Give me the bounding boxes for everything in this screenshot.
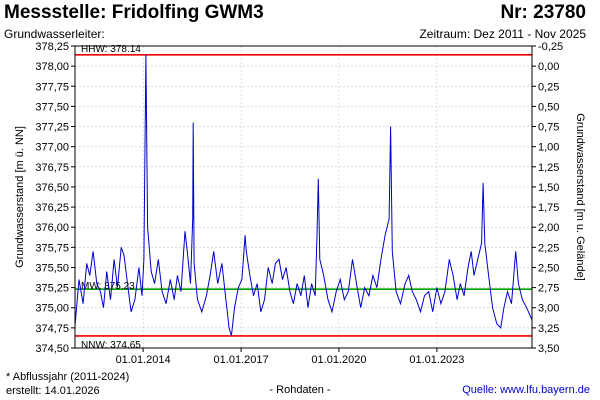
- x-tick-label: 01.01.2020: [311, 354, 366, 366]
- y-tick-label-right: 2,00: [538, 222, 559, 234]
- series-line: [74, 54, 533, 337]
- reference-lines: HHW: 378.14 MW: 375.23 NNW: 374.65: [75, 44, 532, 351]
- y-axis-label-left: Grundwasserstand [m ü. NN]: [14, 126, 26, 268]
- x-tick-label: 01.01.2023: [409, 354, 464, 366]
- y-tick-label-left: 377,50: [35, 101, 69, 113]
- y-tick-label-right: 1,25: [538, 162, 559, 174]
- y-tick-label-left: 375,00: [35, 303, 69, 315]
- y-tick-label-right: 1,50: [538, 182, 559, 194]
- y-tick-label-left: 378,25: [35, 41, 69, 53]
- aquifer-label: Grundwasserleiter:: [4, 27, 105, 41]
- y-tick-label-left: 375,75: [35, 242, 69, 254]
- y-tick-label-left: 376,00: [35, 222, 69, 234]
- source-link[interactable]: Quelle: www.lfu.bayern.de: [462, 384, 590, 396]
- reference-label-hhw: HHW: 378.14: [81, 44, 141, 55]
- y-tick-label-right: 0,00: [538, 61, 559, 73]
- y-tick-label-left: 376,25: [35, 202, 69, 214]
- y-tick-label-right: 2,50: [538, 262, 559, 274]
- y-tick-label-right: 2,75: [538, 283, 559, 295]
- y-tick-label-left: 377,00: [35, 142, 69, 154]
- y-tick-label-right: 3,25: [538, 323, 559, 335]
- x-tick-label: 01.01.2014: [116, 354, 171, 366]
- station-number: Nr: 23780: [500, 2, 586, 23]
- y-tick-label-left: 375,25: [35, 283, 69, 295]
- y-tick-label-right: 0,25: [538, 81, 559, 93]
- y-tick-label-right: 3,50: [538, 343, 559, 355]
- y-tick-label-left: 377,75: [35, 81, 69, 93]
- y-tick-label-right: 0,50: [538, 101, 559, 113]
- y-tick-label-right: 2,25: [538, 242, 559, 254]
- reference-label-nnw: NNW: 374.65: [81, 340, 141, 351]
- x-tick-label: 01.01.2017: [214, 354, 269, 366]
- axis-ticks: 374,50 3,50 374,75 3,25 375,00 3,00 375,25 2,75…: [35, 41, 563, 366]
- y-axis-label-right: Grundwasserstand [m u. Gelände]: [574, 113, 586, 281]
- y-tick-label-right: -0,25: [538, 41, 563, 53]
- created-date: erstellt: 14.01.2026: [6, 385, 100, 397]
- y-tick-label-right: 0,75: [538, 122, 559, 134]
- period-label: Zeitraum: Dez 2011 - Nov 2025: [419, 27, 586, 41]
- plot-frame: [74, 45, 533, 349]
- y-tick-label-right: 1,00: [538, 142, 559, 154]
- y-tick-label-left: 375,50: [35, 262, 69, 274]
- y-tick-label-left: 374,50: [35, 343, 69, 355]
- y-tick-label-right: 3,00: [538, 303, 559, 315]
- grid-lines: [75, 45, 532, 349]
- y-tick-label-left: 377,25: [35, 122, 69, 134]
- y-tick-label-left: 376,50: [35, 182, 69, 194]
- y-tick-label-left: 378,00: [35, 61, 69, 73]
- page-title: Messstelle: Fridolfing GWM3: [4, 2, 264, 23]
- y-tick-label-right: 1,75: [538, 202, 559, 214]
- y-tick-label-left: 374,75: [35, 323, 69, 335]
- y-tick-label-left: 376,75: [35, 162, 69, 174]
- reference-label-mw: MW: 375.23: [81, 281, 135, 292]
- rawdata-label: - Rohdaten -: [269, 384, 331, 396]
- footnote: * Abflussjahr (2011-2024): [6, 371, 130, 383]
